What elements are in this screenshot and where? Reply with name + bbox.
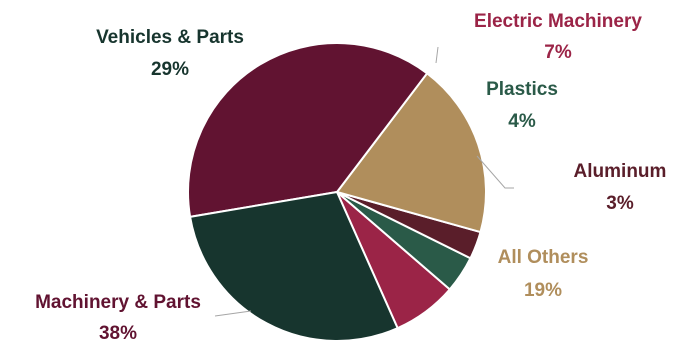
slice-labels: Electric Machinery 7% Plastics 4% Aluminum 3%…	[35, 11, 666, 342]
slice-label-plastics: Plastics	[486, 79, 558, 100]
slice-label-electric-machinery: Electric Machinery	[474, 11, 642, 32]
slice-value-electric-machinery: 7%	[544, 42, 572, 63]
leader-line-machinery-and-parts	[214, 310, 252, 317]
slice-value-machinery-and-parts: 38%	[99, 323, 137, 342]
slice-label-machinery-and-parts: Machinery & Parts	[35, 292, 201, 313]
slice-label-all-others: All Others	[498, 247, 589, 268]
leader-lines	[214, 46, 514, 317]
slice-value-vehicles-and-parts: 29%	[151, 59, 189, 80]
slice-value-aluminum: 3%	[606, 193, 634, 214]
pie-slices	[187, 42, 487, 342]
pie-slice-all-others	[335, 71, 487, 234]
slice-label-aluminum: Aluminum	[574, 161, 667, 182]
leader-line-electric-machinery	[435, 46, 439, 64]
slice-value-plastics: 4%	[508, 111, 536, 132]
pie-slice-machinery-and-parts	[187, 42, 429, 219]
leader-line-aluminum	[476, 155, 514, 189]
slice-value-all-others: 19%	[524, 280, 562, 301]
pie-slice-vehicles-and-parts	[188, 190, 399, 342]
slice-label-vehicles-and-parts: Vehicles & Parts	[96, 27, 244, 48]
